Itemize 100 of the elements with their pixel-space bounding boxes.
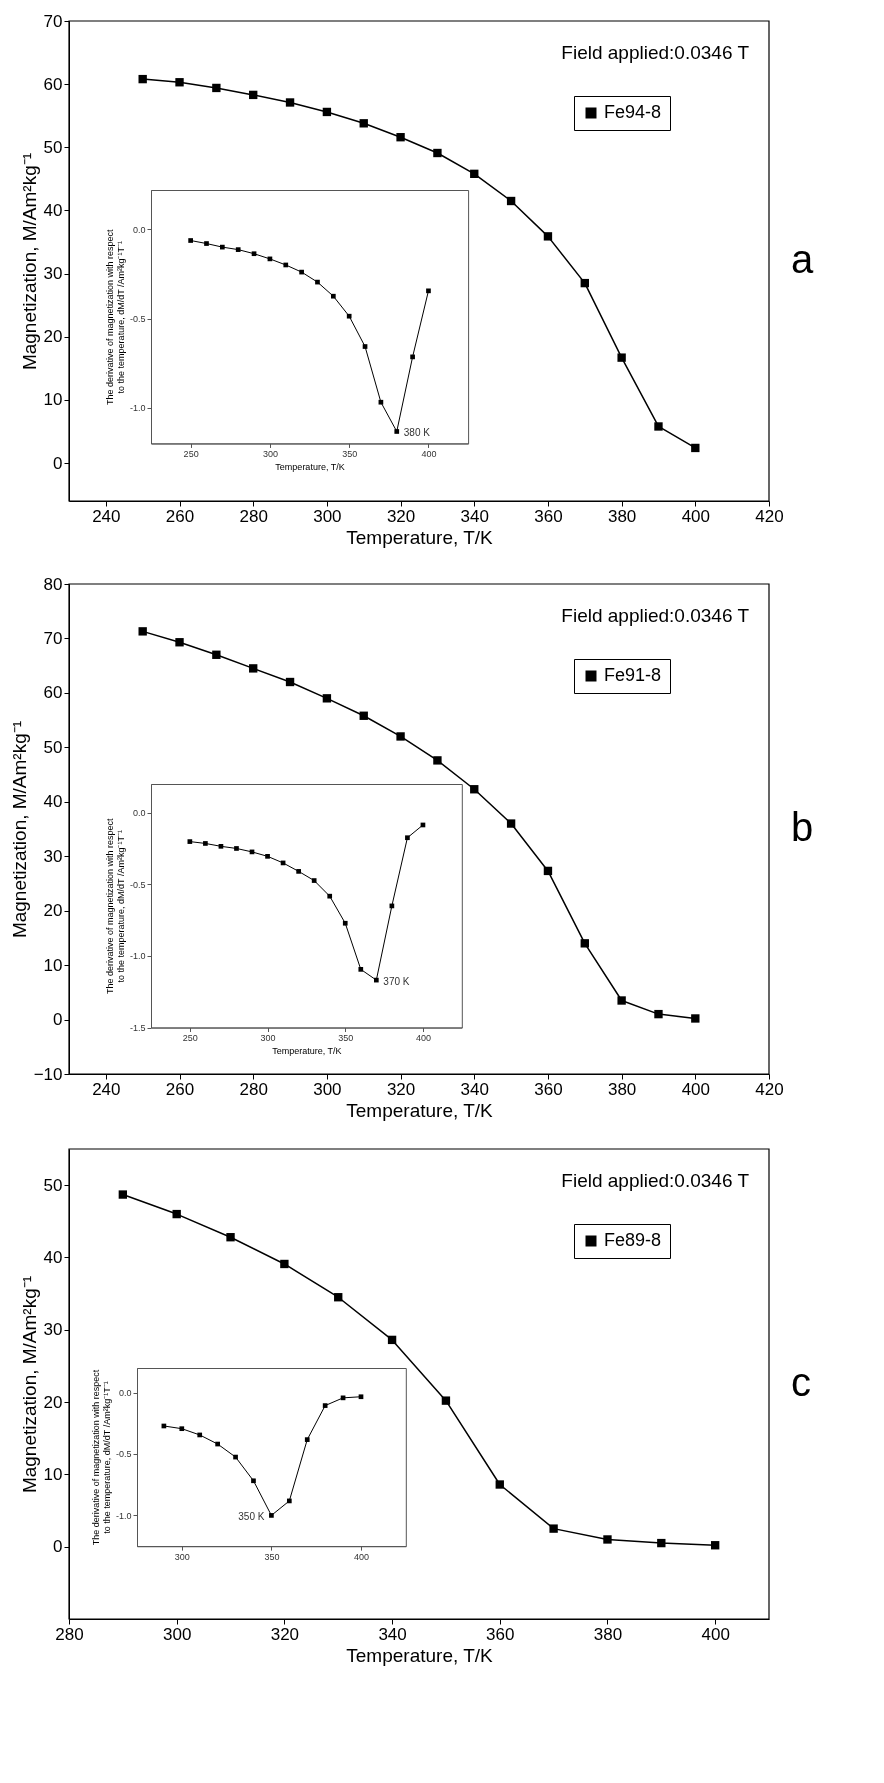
point xyxy=(617,353,626,362)
point xyxy=(495,1480,504,1489)
x-tick-label: 280 xyxy=(239,1079,268,1099)
point xyxy=(315,279,320,285)
point xyxy=(283,262,289,268)
point xyxy=(299,269,304,275)
x-tick-label: 400 xyxy=(681,506,710,526)
x-axis-title: Temperature, T/K xyxy=(346,526,494,548)
y-tick-label: 0.0 xyxy=(132,808,146,819)
point xyxy=(280,1259,289,1269)
x-tick-label: 240 xyxy=(92,506,121,526)
point xyxy=(235,247,241,252)
x-tick-label: 350 xyxy=(342,448,358,459)
point xyxy=(249,90,258,100)
x-tick-label: 250 xyxy=(182,1033,198,1044)
x-tick-label: 320 xyxy=(270,1624,300,1644)
y-tick-label: 20 xyxy=(43,1392,63,1412)
point xyxy=(138,627,147,636)
legend-label: Fe94-8 xyxy=(604,102,662,122)
y-tick-label: -0.5 xyxy=(129,314,146,324)
x-tick-label: 260 xyxy=(165,506,195,526)
annotation: 370 K xyxy=(383,976,410,988)
y-tick-label: 0 xyxy=(53,1537,63,1557)
point xyxy=(203,841,208,846)
point xyxy=(233,1454,238,1460)
x-tick-label: 380 xyxy=(593,1624,623,1644)
y-tick-label: 0 xyxy=(53,453,63,473)
point xyxy=(226,1233,235,1242)
x-tick-label: 250 xyxy=(183,448,199,459)
y-tick-label: -1.5 xyxy=(129,1023,146,1034)
x-tick-label: 360 xyxy=(486,1624,515,1644)
point xyxy=(580,278,589,288)
point xyxy=(286,1498,292,1504)
y-axis-title: The derivative of magnetization with respect to the temperature, dM/dT /Am²kg⁻¹T⁻¹ xyxy=(104,817,126,995)
x-tick-label: 280 xyxy=(55,1624,84,1644)
point xyxy=(617,996,626,1005)
x-tick-label: 360 xyxy=(534,1079,563,1099)
y-tick-label: 40 xyxy=(43,1247,63,1267)
point xyxy=(327,893,333,899)
point xyxy=(506,819,516,828)
text: b xyxy=(791,805,814,849)
annotation: 380 K xyxy=(403,427,431,439)
point xyxy=(396,732,405,741)
y-tick-label: 80 xyxy=(43,574,63,594)
y-tick-label: -0.5 xyxy=(129,879,146,890)
point xyxy=(322,1403,328,1408)
x-tick-label: 340 xyxy=(378,1624,407,1644)
y-tick-label: 50 xyxy=(43,737,63,757)
y-tick-label: 70 xyxy=(43,11,63,31)
x-tick-label: 360 xyxy=(534,506,563,526)
point xyxy=(543,866,553,876)
y-tick-label: 50 xyxy=(43,137,63,157)
x-tick-label: 400 xyxy=(701,1624,730,1644)
point xyxy=(506,196,516,206)
y-tick-label: 20 xyxy=(43,327,63,347)
point xyxy=(218,843,224,849)
y-tick-label: 0.0 xyxy=(118,1388,132,1399)
point xyxy=(394,429,400,434)
point xyxy=(543,232,553,241)
text: a xyxy=(791,237,814,281)
y-tick-label: 20 xyxy=(43,901,63,921)
point xyxy=(296,869,301,874)
point xyxy=(358,1394,364,1400)
point xyxy=(654,422,663,431)
point xyxy=(654,1009,663,1019)
x-tick-label: 350 xyxy=(264,1551,280,1562)
point xyxy=(187,839,193,844)
point xyxy=(334,1293,343,1302)
legend-label: Fe91-8 xyxy=(604,665,662,685)
y-tick-label: 40 xyxy=(43,792,63,812)
point xyxy=(322,694,332,703)
x-tick-label: 420 xyxy=(755,1079,784,1099)
point xyxy=(396,133,405,142)
point xyxy=(175,638,184,647)
point xyxy=(433,148,442,158)
point xyxy=(265,854,270,859)
x-tick-label: 300 xyxy=(174,1551,190,1562)
x-tick-label: 340 xyxy=(460,1079,489,1099)
x-tick-label: 300 xyxy=(262,448,278,459)
x-tick-label: 300 xyxy=(313,1079,342,1099)
point xyxy=(405,835,410,841)
point xyxy=(362,344,368,349)
point xyxy=(710,1541,720,1550)
point xyxy=(342,920,348,926)
x-tick-label: 300 xyxy=(260,1033,276,1044)
point xyxy=(234,846,239,851)
point xyxy=(358,967,364,972)
point xyxy=(138,74,147,84)
legend-label: Fe89-8 xyxy=(604,1230,662,1250)
y-tick-label: -1.0 xyxy=(115,1510,132,1521)
point xyxy=(433,756,442,765)
y-tick-label: 30 xyxy=(43,264,63,284)
point xyxy=(212,650,221,659)
point xyxy=(285,677,295,687)
y-axis-title: The derivative of magnetization with respect to the temperature, dM/dT /Am²kg⁻¹T⁻¹ xyxy=(90,1369,112,1546)
point xyxy=(691,1014,700,1023)
point xyxy=(359,119,368,128)
y-tick-label: 10 xyxy=(43,1464,63,1484)
y-tick-label: −10 xyxy=(33,1064,63,1084)
point xyxy=(603,1535,612,1544)
